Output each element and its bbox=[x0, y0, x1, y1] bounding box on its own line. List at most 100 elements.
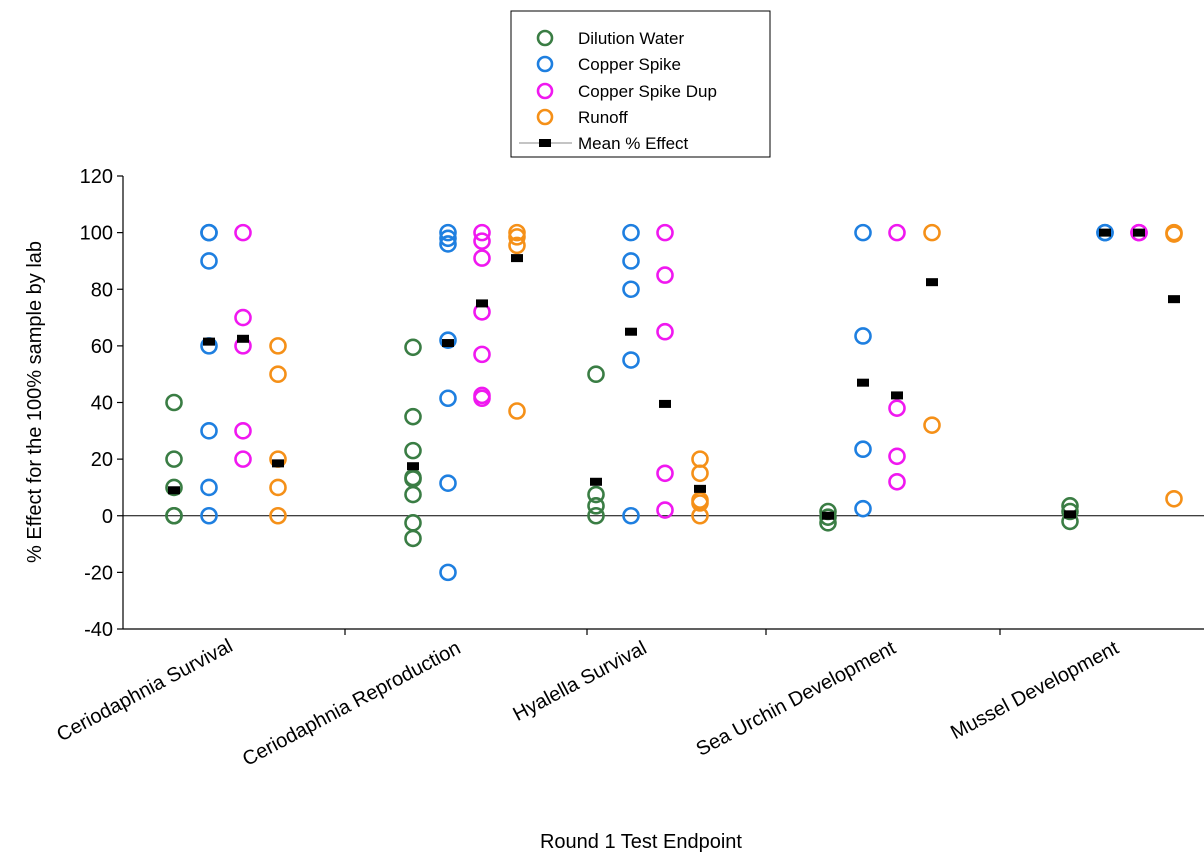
data-point bbox=[439, 223, 457, 242]
data-point bbox=[439, 474, 457, 492]
data-point bbox=[404, 529, 422, 548]
category-label: Sea Urchin Development bbox=[693, 637, 900, 761]
legend-label: Mean % Effect bbox=[578, 134, 689, 153]
mean-marker bbox=[168, 486, 180, 495]
y-ticks: -40 -20 0 20 40 60 80 100 120 bbox=[80, 166, 123, 641]
mean-marker bbox=[822, 511, 834, 520]
mean-marker bbox=[891, 391, 903, 400]
y-tick-label: 60 bbox=[91, 336, 113, 358]
data-point bbox=[587, 506, 605, 525]
data-point bbox=[923, 416, 941, 434]
data-point bbox=[234, 422, 252, 440]
mean-marker bbox=[237, 334, 249, 343]
mean-marker bbox=[659, 399, 671, 408]
mean-marker bbox=[272, 459, 284, 468]
data-point bbox=[404, 441, 422, 460]
data-point bbox=[622, 252, 640, 270]
mean-marker bbox=[1168, 295, 1180, 304]
mean-marker bbox=[926, 278, 938, 287]
category-label: Ceriodaphnia Reproduction bbox=[239, 637, 464, 771]
y-tick-label: 120 bbox=[80, 166, 113, 188]
y-tick-label: -40 bbox=[84, 619, 113, 641]
y-tick-label: 20 bbox=[91, 449, 113, 471]
mean-marker bbox=[625, 327, 637, 336]
data-point bbox=[165, 450, 183, 468]
mean-marker bbox=[1099, 228, 1111, 237]
data-point bbox=[439, 389, 457, 408]
data-point bbox=[269, 478, 287, 497]
data-point bbox=[587, 497, 605, 515]
data-point bbox=[404, 485, 422, 504]
y-tick-label: 0 bbox=[102, 506, 113, 528]
data-point bbox=[439, 235, 457, 253]
data-point bbox=[691, 494, 709, 512]
data-point bbox=[888, 472, 906, 491]
data-point bbox=[165, 478, 183, 497]
category-label: Ceriodaphnia Survival bbox=[53, 635, 236, 746]
y-axis-title: % Effect for the 100% sample by lab bbox=[24, 241, 46, 563]
data-point bbox=[854, 499, 872, 518]
data-point bbox=[656, 464, 674, 483]
y-tick-label: -20 bbox=[84, 562, 113, 584]
data-point bbox=[200, 223, 218, 242]
data-point bbox=[200, 422, 218, 440]
data-point bbox=[439, 229, 457, 248]
data-point bbox=[691, 464, 709, 483]
x-axis-title: Round 1 Test Endpoint bbox=[540, 831, 742, 853]
mean-marker bbox=[203, 337, 215, 346]
data-point bbox=[622, 280, 640, 299]
data-point bbox=[691, 506, 709, 525]
data-point bbox=[854, 223, 872, 242]
data-point bbox=[473, 345, 491, 364]
legend: Dilution Water Copper Spike Copper Spike D… bbox=[510, 10, 771, 158]
mean-marker bbox=[694, 484, 706, 493]
data-point bbox=[200, 252, 218, 270]
data-point bbox=[200, 478, 218, 497]
legend-marker bbox=[536, 108, 554, 126]
data-point bbox=[404, 407, 422, 426]
legend-marker bbox=[536, 29, 554, 47]
legend-box bbox=[510, 10, 771, 158]
mean-marker bbox=[1133, 228, 1145, 237]
data-point bbox=[165, 506, 183, 525]
data-point bbox=[1165, 225, 1183, 243]
data-point bbox=[508, 402, 526, 420]
data-point bbox=[404, 514, 422, 532]
data-point bbox=[234, 308, 252, 327]
data-point bbox=[439, 563, 457, 582]
legend-label: Dilution Water bbox=[578, 29, 684, 48]
data-point bbox=[622, 506, 640, 525]
data-point bbox=[819, 508, 837, 526]
data-point bbox=[656, 266, 674, 284]
mean-marker bbox=[511, 254, 523, 263]
mean-marker bbox=[476, 299, 488, 308]
data-point bbox=[234, 450, 252, 468]
mean-marker bbox=[442, 339, 454, 348]
legend-mean-marker bbox=[539, 139, 551, 147]
data-point bbox=[269, 337, 287, 355]
data-point bbox=[269, 365, 287, 383]
data-point bbox=[888, 223, 906, 242]
data-point bbox=[473, 232, 491, 250]
data-point bbox=[404, 338, 422, 357]
data-point bbox=[473, 223, 491, 242]
data-point bbox=[473, 249, 491, 267]
mean-marker bbox=[407, 462, 419, 471]
data-point bbox=[439, 331, 457, 350]
mean-marker bbox=[1064, 510, 1076, 519]
data-point bbox=[656, 501, 674, 519]
data-marks bbox=[165, 223, 1183, 582]
data-point bbox=[854, 440, 872, 459]
data-point bbox=[473, 389, 491, 408]
data-point bbox=[656, 322, 674, 341]
data-point bbox=[587, 485, 605, 504]
data-point bbox=[622, 351, 640, 369]
data-point bbox=[888, 399, 906, 417]
data-point bbox=[234, 223, 252, 242]
mean-marker bbox=[857, 378, 869, 387]
data-point bbox=[1165, 489, 1183, 508]
category-label: Mussel Development bbox=[947, 637, 1123, 744]
data-point bbox=[888, 447, 906, 466]
legend-marker bbox=[536, 82, 554, 100]
data-point bbox=[691, 450, 709, 468]
